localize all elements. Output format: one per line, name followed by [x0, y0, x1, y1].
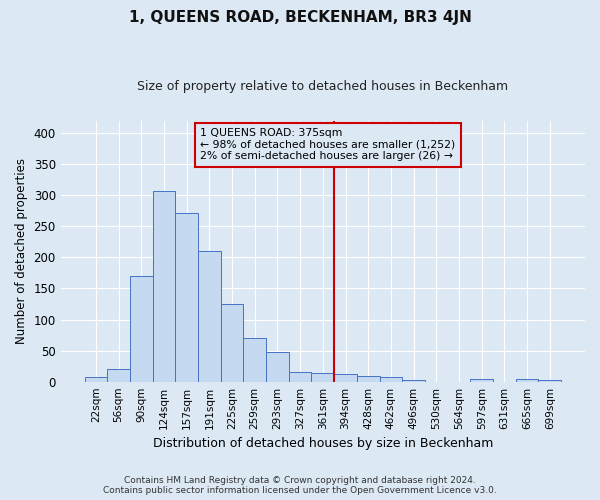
- Bar: [334, 374, 357, 382]
- Bar: [357, 376, 380, 382]
- Bar: [221, 304, 244, 382]
- Bar: [175, 212, 198, 382]
- Bar: [538, 380, 561, 382]
- Text: 1, QUEENS ROAD, BECKENHAM, BR3 4JN: 1, QUEENS ROAD, BECKENHAM, BR3 4JN: [128, 10, 472, 25]
- Bar: [402, 380, 425, 382]
- Bar: [130, 276, 152, 382]
- Bar: [289, 372, 311, 382]
- Bar: [516, 379, 538, 382]
- X-axis label: Distribution of detached houses by size in Beckenham: Distribution of detached houses by size …: [152, 437, 493, 450]
- Title: Size of property relative to detached houses in Beckenham: Size of property relative to detached ho…: [137, 80, 508, 93]
- Bar: [198, 251, 221, 382]
- Bar: [266, 352, 289, 382]
- Bar: [85, 378, 107, 382]
- Bar: [470, 379, 493, 382]
- Bar: [152, 191, 175, 382]
- Bar: [380, 378, 402, 382]
- Text: 1 QUEENS ROAD: 375sqm
← 98% of detached houses are smaller (1,252)
2% of semi-de: 1 QUEENS ROAD: 375sqm ← 98% of detached …: [200, 128, 455, 161]
- Y-axis label: Number of detached properties: Number of detached properties: [15, 158, 28, 344]
- Bar: [244, 338, 266, 382]
- Bar: [311, 373, 334, 382]
- Bar: [107, 369, 130, 382]
- Text: Contains HM Land Registry data © Crown copyright and database right 2024.
Contai: Contains HM Land Registry data © Crown c…: [103, 476, 497, 495]
